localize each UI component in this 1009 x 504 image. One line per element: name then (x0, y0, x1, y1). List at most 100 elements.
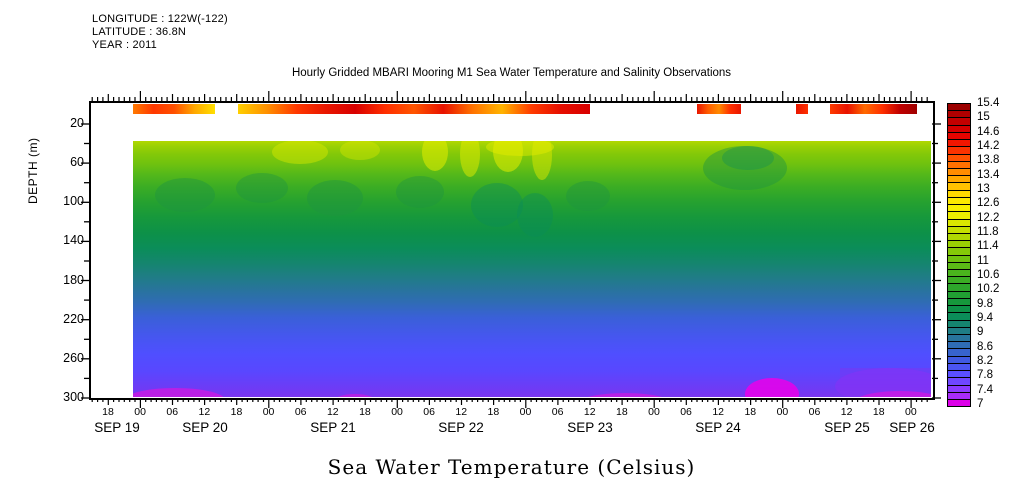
colorbar-cell (948, 284, 970, 292)
date-tick-label: SEP 22 (438, 420, 484, 435)
colorbar-cell (948, 118, 970, 126)
colorbar-cell (948, 371, 970, 379)
colorbar-tick-label: 10.2 (977, 283, 1000, 296)
bottom-axis-title: Sea Water Temperature (Celsius) (327, 455, 696, 479)
date-tick-label: SEP 21 (310, 420, 356, 435)
year-text: YEAR : 2011 (92, 39, 157, 51)
hour-tick-label: 18 (487, 406, 500, 418)
colorbar-tick-label: 13.8 (977, 154, 1000, 167)
hour-tick-label: 00 (905, 406, 917, 418)
hour-tick-label: 06 (680, 406, 692, 418)
colorbar-cell (948, 342, 970, 350)
colorbar-cell (948, 255, 970, 263)
depth-tick-label: 220 (63, 311, 84, 326)
colorbar-cell (948, 226, 970, 234)
date-tick-label: SEP 19 (94, 420, 140, 435)
colorbar-tick-label: 7 (977, 397, 984, 410)
colorbar-cell (948, 183, 970, 191)
hour-tick-label: 18 (230, 406, 243, 418)
depth-tick-label: 60 (70, 155, 84, 170)
date-tick-label: SEP 20 (182, 420, 228, 435)
colorbar-tick-label: 15.4 (977, 97, 1000, 109)
colorbar-cell (948, 176, 970, 184)
surface-strip-segment (697, 104, 741, 114)
colorbar-cell (948, 356, 970, 364)
date-tick-label: SEP 23 (567, 420, 613, 435)
colorbar-cell (948, 335, 970, 343)
hour-tick-label: 18 (615, 406, 628, 418)
colorbar-cell (948, 219, 970, 227)
colorbar-cell (948, 190, 970, 198)
hour-tick-label: 18 (744, 406, 757, 418)
depth-tick-label: 260 (63, 350, 84, 365)
colorbar-cell (948, 197, 970, 206)
hour-tick-label: 06 (423, 406, 435, 418)
hour-tick-label: 12 (840, 406, 853, 418)
date-tick-label: SEP 24 (695, 420, 741, 435)
colorbar-tick-label: 11 (977, 254, 989, 267)
latitude-text: LATITUDE : 36.8N (92, 26, 187, 38)
date-tick-label: SEP 26 (889, 420, 935, 435)
hour-tick-label: 00 (134, 406, 146, 418)
hour-tick-label: 06 (166, 406, 179, 418)
depth-tick-label: 100 (63, 194, 84, 209)
colorbar-cell (948, 313, 970, 321)
surface-strip-segment (796, 104, 808, 114)
colorbar-tick-label: 13 (977, 182, 990, 195)
colorbar-cell (948, 298, 970, 307)
colorbar-cell (948, 233, 970, 242)
colorbar-cell (948, 262, 970, 271)
colorbar-cell (948, 277, 970, 285)
colorbar-cell (948, 125, 970, 133)
date-tick-label: SEP 25 (824, 420, 870, 435)
colorbar-tick-label: 12.6 (977, 197, 1000, 210)
colorbar-tick-label: 11.8 (977, 225, 999, 238)
hour-tick-label: 12 (198, 406, 211, 418)
colorbar-cell (948, 392, 970, 400)
hour-tick-label: 18 (359, 406, 371, 418)
colorbar-tick-label: 15 (977, 111, 990, 124)
colorbar-cell (948, 363, 970, 372)
hour-tick-label: 12 (583, 406, 596, 418)
hour-tick-label: 00 (391, 406, 403, 418)
depth-tick-label: 140 (63, 233, 84, 248)
colorbar-tick-label: 11.4 (977, 240, 999, 253)
hour-tick-label: 00 (648, 406, 660, 418)
colorbar-tick-label: 9.4 (977, 311, 993, 324)
colorbar-tick-label: 9 (977, 326, 984, 339)
colorbar-tick-label: 9.8 (977, 297, 993, 310)
hour-tick-label: 06 (808, 406, 821, 418)
colorbar-cell (948, 378, 970, 386)
colorbar-tick-label: 10.6 (977, 268, 1000, 281)
y-axis-label: DEPTH (m) (26, 137, 40, 205)
hour-tick-label: 06 (551, 406, 564, 418)
colorbar-tick-label: 12.2 (977, 211, 1000, 224)
colorbar-cell (948, 291, 970, 299)
colorbar-tick-label: 7.8 (977, 369, 993, 382)
contour-texture (133, 141, 931, 397)
colorbar-cell (948, 147, 970, 155)
hour-tick-label: 12 (712, 406, 725, 418)
colorbar-cell (948, 320, 970, 328)
colorbar-cell (948, 248, 970, 256)
colorbar-cell (948, 306, 970, 314)
hour-tick-label: 12 (326, 406, 339, 418)
colorbar-cell (948, 168, 970, 177)
colorbar-cell (948, 104, 970, 112)
colorbar-cell (948, 385, 970, 393)
colorbar-cell (948, 327, 970, 335)
colorbar-cell (948, 349, 970, 357)
depth-tick-label: 180 (63, 272, 84, 287)
surface-strip-segment (830, 104, 917, 114)
hour-tick-label: 18 (872, 406, 885, 418)
colorbar-cell (948, 140, 970, 148)
colorbar-cell (948, 132, 970, 141)
colorbar-tick-label: 7.4 (977, 383, 993, 396)
colorbar-tick-label: 14.2 (977, 139, 1000, 152)
colorbar-tick-label: 8.6 (977, 340, 993, 353)
hour-tick-label: 12 (455, 406, 468, 418)
colorbar (947, 103, 971, 407)
colorbar-tick-label: 14.6 (977, 125, 1000, 138)
longitude-text: LONGITUDE : 122W(-122) (92, 13, 228, 25)
